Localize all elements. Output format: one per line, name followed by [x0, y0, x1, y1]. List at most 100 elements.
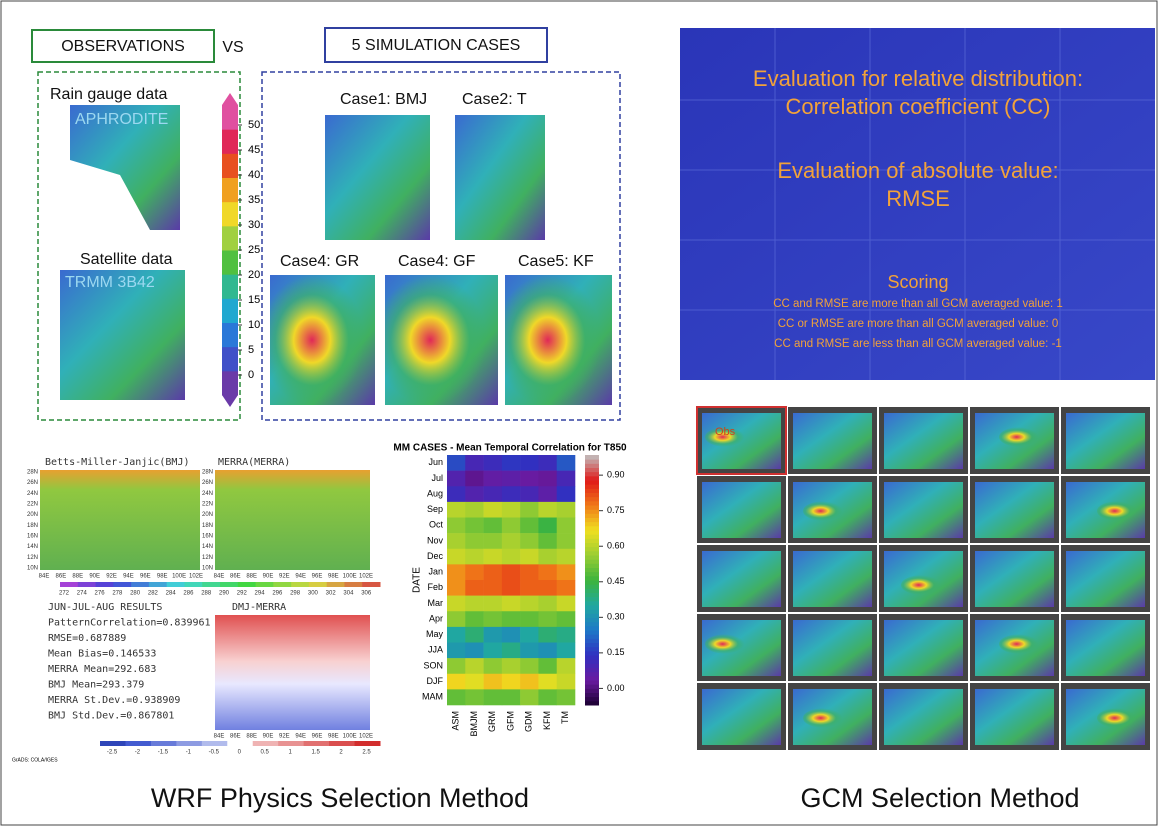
heatmap-cell	[538, 596, 557, 612]
lon-label: 100E	[343, 734, 357, 740]
colorbar-segment	[585, 651, 599, 656]
heatmap-cell	[538, 564, 557, 580]
colorbar-segment	[585, 563, 599, 568]
lat-label: 22N	[27, 502, 38, 508]
colorbar-label: 0.5	[261, 750, 270, 756]
heatmap-cell	[520, 674, 539, 690]
heatmap-cell	[502, 674, 521, 690]
lon-label: 92E	[279, 734, 290, 740]
heatmap-cell	[465, 580, 484, 596]
colorbar-label: 296	[272, 591, 283, 597]
heatmap-cell	[502, 596, 521, 612]
heatmap-cell	[447, 674, 466, 690]
scoring-line: CC and RMSE are less than all GCM averag…	[774, 338, 1062, 350]
heatmap-cell	[502, 471, 521, 487]
colorbar-segment	[585, 668, 599, 673]
colorbar-label: 306	[361, 591, 372, 597]
colorbar-segment	[222, 371, 238, 396]
heatmap-cell	[502, 564, 521, 580]
lat-label: 20N	[27, 512, 38, 518]
heatmap-cell	[557, 564, 576, 580]
heatmap-cell	[465, 643, 484, 659]
lon-label: 92E	[106, 574, 117, 580]
heatmap-cell	[520, 502, 539, 518]
heatmap-cell	[538, 533, 557, 549]
colorbar-label: 0	[238, 750, 242, 756]
lat-label: 20N	[202, 512, 213, 518]
heatmap-cell	[520, 564, 539, 580]
results-line: BMJ Std.Dev.=0.867801	[48, 711, 174, 722]
lon-label: 96E	[140, 574, 151, 580]
colorbar-segment	[585, 555, 599, 560]
heatmap-cell	[557, 611, 576, 627]
lon-label: 88E	[72, 574, 83, 580]
colorbar-segment	[184, 582, 202, 587]
colorbar-segment	[585, 551, 599, 556]
colorbar-segment	[585, 609, 599, 614]
heatmap-cell	[557, 596, 576, 612]
heatmap-cell	[447, 455, 466, 471]
heatmap-cell	[502, 689, 521, 705]
heatmap-cell	[465, 455, 484, 471]
lat-label: 16N	[202, 534, 213, 540]
colorbar-label: 298	[290, 591, 301, 597]
y-axis-label: DATE	[412, 567, 423, 593]
colorbar-segment	[100, 741, 126, 746]
case-label: Case5: KF	[518, 253, 594, 270]
lat-label: 28N	[27, 470, 38, 476]
colorbar-segment	[585, 534, 599, 539]
colorbar-label: 2.5	[362, 750, 371, 756]
colorbar-segment	[585, 593, 599, 598]
gcm-text: Evaluation of absolute value:	[777, 158, 1058, 183]
results-line: Mean Bias=0.146533	[48, 649, 156, 660]
heatmap-cell	[447, 533, 466, 549]
colorbar-label: 288	[201, 591, 212, 597]
colorbar-label: 0.45	[607, 576, 625, 586]
lon-label: 100E	[343, 574, 357, 580]
heatmap-cell	[538, 549, 557, 565]
colorbar-segment	[222, 105, 238, 130]
heatmap-cell	[520, 533, 539, 549]
colorbar-label: -1	[186, 750, 192, 756]
colorbar-label: 278	[112, 591, 123, 597]
colorbar-label: 272	[59, 591, 70, 597]
satellite-label: Satellite data	[80, 251, 173, 268]
colorbar-label: 10	[248, 319, 260, 331]
heatmap-cell	[538, 518, 557, 534]
colorbar-label: 304	[343, 591, 354, 597]
results-line: JUN-JUL-AUG RESULTS	[48, 602, 162, 613]
row-label: May	[426, 629, 444, 639]
aphrodite-label: APHRODITE	[75, 111, 168, 128]
map-hotspot	[270, 275, 375, 405]
heatmap-cell	[484, 627, 503, 643]
tile-map	[975, 482, 1054, 538]
lon-label: 102E	[359, 574, 373, 580]
colorbar-label: 300	[308, 591, 319, 597]
heatmap-cell	[447, 643, 466, 659]
heatmap-cell	[520, 596, 539, 612]
heatmap-cell	[520, 486, 539, 502]
credit: GrADS: COLA/IGES	[12, 757, 58, 763]
heatmap-cell	[557, 674, 576, 690]
heatmap-cell	[502, 502, 521, 518]
colorbar-segment	[585, 513, 599, 518]
column-label: BMJM	[469, 711, 479, 737]
heatmap-cell	[447, 518, 466, 534]
tile-map	[702, 551, 781, 607]
colorbar-segment	[585, 576, 599, 581]
colorbar-segment	[96, 582, 114, 587]
colorbar-segment	[585, 488, 599, 493]
colorbar-segment	[585, 476, 599, 481]
heatmap-cell	[520, 627, 539, 643]
lat-label: 10N	[202, 566, 213, 572]
colorbar-segment	[291, 582, 309, 587]
vs-label: VS	[222, 39, 243, 56]
colorbar-label: -0.5	[209, 750, 220, 756]
heatmap-cell	[557, 689, 576, 705]
colorbar-segment	[222, 202, 238, 227]
row-label: DJF	[427, 676, 444, 686]
tile-map	[793, 620, 872, 676]
colorbar-segment	[304, 741, 330, 746]
colorbar-segment	[585, 643, 599, 648]
heatmap-cell	[502, 658, 521, 674]
